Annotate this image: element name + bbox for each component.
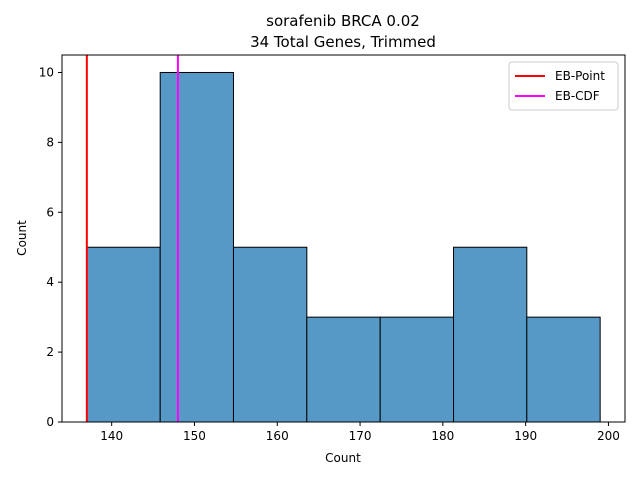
x-axis-label: Count — [325, 451, 361, 465]
vlines-group — [85, 55, 179, 422]
y-axis-label: Count — [15, 220, 29, 256]
legend-box — [508, 61, 619, 111]
y-tick-label: 6 — [46, 205, 54, 219]
histogram-bar — [232, 246, 308, 423]
chart-subtitle: 34 Total Genes, Trimmed — [250, 33, 436, 51]
y-tick-label: 4 — [46, 275, 54, 289]
x-tick-label: 190 — [514, 429, 537, 443]
histogram-bar — [86, 246, 161, 423]
x-tick-label: 180 — [431, 429, 454, 443]
histogram-bar — [306, 316, 381, 423]
x-tick-label: 200 — [597, 429, 620, 443]
x-tick-label: 140 — [100, 429, 123, 443]
histogram-bar — [379, 316, 455, 423]
y-axis: 0 2 4 6 8 10 — [39, 65, 62, 429]
x-axis: 140 150 160 170 180 190 200 — [100, 422, 620, 443]
legend-label: EB-CDF — [555, 89, 600, 103]
legend-label: EB-Point — [555, 69, 605, 83]
bars-group — [86, 71, 601, 423]
y-tick-label: 2 — [46, 345, 54, 359]
chart-title: sorafenib BRCA 0.02 — [266, 12, 420, 30]
x-tick-label: 160 — [266, 429, 289, 443]
plot-frame — [61, 54, 626, 423]
histogram-bar — [526, 316, 601, 423]
y-tick-label: 0 — [46, 415, 54, 429]
y-tick-label: 10 — [39, 65, 54, 79]
histogram-bar — [159, 71, 234, 423]
legend: EB-Point EB-CDF — [508, 61, 619, 111]
y-tick-label: 8 — [46, 135, 54, 149]
x-tick-label: 150 — [183, 429, 206, 443]
x-tick-label: 170 — [349, 429, 372, 443]
histogram-bar — [453, 246, 528, 423]
